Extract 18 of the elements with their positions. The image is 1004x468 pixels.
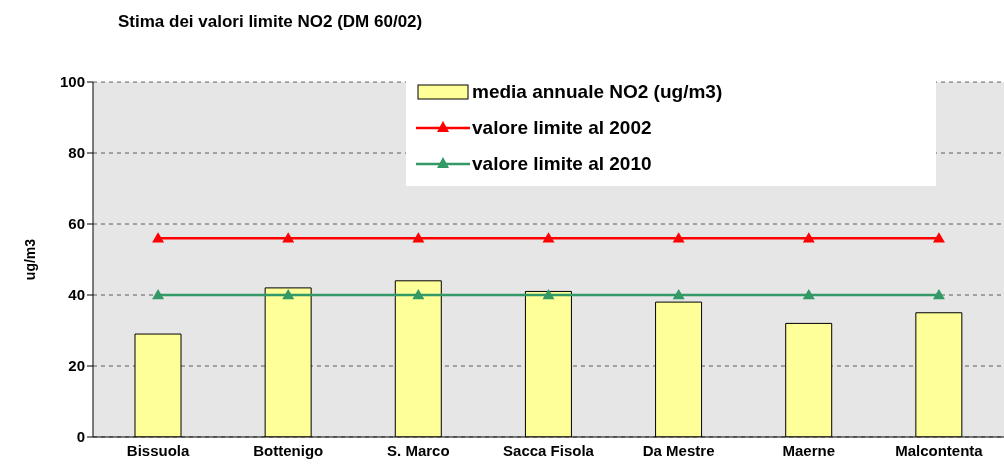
- y-tick-label: 20: [68, 357, 85, 375]
- x-tick-label: Maerne: [782, 441, 836, 459]
- y-tick-label: 40: [68, 286, 85, 304]
- x-tick-label: Da Mestre: [642, 441, 715, 459]
- y-tick-label: 80: [68, 144, 85, 162]
- y-tick-label: 0: [76, 428, 85, 446]
- legend-label: valore limite al 2010: [472, 153, 652, 175]
- y-tick-label: 60: [68, 215, 85, 233]
- x-tick-label: Malcontenta: [895, 441, 984, 459]
- x-tick-label: Bottenigo: [253, 441, 324, 459]
- legend-label: media annuale NO2 (ug/m3): [472, 81, 723, 103]
- y-tick-label: 100: [59, 73, 85, 91]
- x-tick-label: Bissuola: [126, 441, 190, 459]
- chart-title: Stima dei valori limite NO2 (DM 60/02): [118, 12, 423, 32]
- x-tick-label: Sacca Fisola: [503, 441, 595, 459]
- legend-label: valore limite al 2002: [472, 117, 652, 139]
- y-axis-title: ug/m3: [21, 238, 38, 281]
- x-tick-label: S. Marco: [387, 441, 450, 459]
